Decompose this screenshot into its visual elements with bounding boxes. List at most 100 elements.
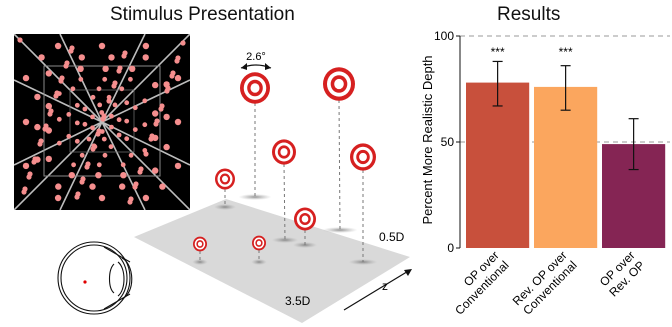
target-shadow (251, 259, 267, 265)
angle-label: 2.6° (246, 51, 266, 63)
dot (90, 146, 96, 152)
bullseye-target-icon (323, 67, 355, 101)
dot (66, 133, 72, 139)
near-distance-label: 0.5D (379, 230, 405, 244)
dot (159, 183, 166, 190)
dot (90, 125, 95, 131)
eye-schematic-icon (57, 241, 133, 315)
dot (71, 162, 76, 168)
dot (74, 102, 80, 108)
dot (121, 53, 127, 59)
dot (124, 100, 130, 106)
dot (79, 179, 85, 185)
bullseye-target-icon (215, 168, 235, 190)
dot-tunnel-image (14, 34, 190, 210)
dot (74, 120, 80, 126)
dot (96, 86, 102, 92)
dot (148, 136, 154, 142)
dot (102, 152, 108, 158)
dot (22, 118, 30, 126)
angle-arrow (240, 63, 272, 70)
dot (174, 118, 182, 126)
target-stem (338, 99, 341, 231)
dot (22, 74, 30, 82)
dot (142, 194, 150, 202)
dot (47, 111, 53, 117)
dot (95, 172, 102, 179)
dot (95, 131, 101, 137)
dot (152, 110, 159, 117)
dot (96, 162, 102, 168)
dot (58, 78, 64, 84)
dot (106, 94, 112, 100)
dot (152, 167, 159, 174)
dot (129, 65, 136, 73)
z-axis-label: z (382, 279, 388, 293)
y-axis-label: Percent More Realistic Depth (420, 55, 435, 224)
dot (111, 83, 117, 89)
dot (142, 98, 148, 104)
dot (77, 65, 84, 73)
target-shadow (238, 194, 272, 200)
dot (89, 183, 96, 190)
target-shadow (271, 237, 299, 243)
target-shadow (214, 204, 236, 210)
dot (132, 127, 138, 132)
dot (112, 102, 118, 108)
dot (132, 184, 138, 190)
far-distance-label: 3.5D (285, 294, 311, 308)
target-stem (283, 163, 286, 241)
dot (142, 54, 149, 61)
x-tick-label: OP overRev. OP (596, 248, 647, 299)
bullseye-target-icon (240, 72, 270, 104)
dot (21, 189, 27, 195)
dot (102, 76, 108, 82)
dot (54, 42, 62, 50)
dot (17, 37, 23, 43)
dot (108, 54, 115, 61)
dot (106, 98, 112, 104)
dot (119, 86, 125, 92)
bullseye-target-icon (294, 207, 316, 231)
dot (42, 126, 48, 132)
dot (90, 114, 95, 120)
dot (169, 73, 175, 79)
dot (124, 136, 130, 142)
dot (78, 76, 84, 82)
target-shadow (192, 259, 208, 265)
dot (101, 136, 107, 142)
dot (163, 143, 170, 151)
dot (152, 81, 159, 89)
y-tick-label: 100 (434, 29, 454, 43)
z-axis-arrow (343, 269, 412, 311)
x-tick-label: Rev. OP overConventional (510, 248, 580, 318)
dot (26, 174, 32, 180)
dot (78, 54, 86, 61)
dot (120, 172, 127, 179)
bar (466, 82, 530, 248)
bullseye-target-icon (252, 235, 266, 251)
target-shadow (322, 227, 358, 233)
dot (82, 121, 88, 127)
dot (66, 112, 72, 117)
dot (109, 124, 114, 130)
dot (74, 138, 80, 144)
dot (174, 162, 182, 170)
dot (45, 102, 52, 110)
dot (174, 58, 180, 64)
dot (100, 116, 106, 122)
significance-marker: *** (559, 45, 573, 59)
stimulus-illustration: 2.6° 0.5D 3.5D z (14, 34, 412, 323)
dot (158, 106, 164, 112)
dot (109, 113, 114, 119)
dot (98, 42, 106, 50)
dot (127, 76, 133, 82)
dot (53, 93, 59, 99)
dot (86, 136, 92, 142)
dot (120, 162, 126, 168)
dot (97, 102, 103, 108)
dot (63, 63, 69, 69)
dot (180, 40, 186, 46)
dot (38, 54, 45, 61)
x-tick-label: OP overConventional (442, 248, 511, 317)
